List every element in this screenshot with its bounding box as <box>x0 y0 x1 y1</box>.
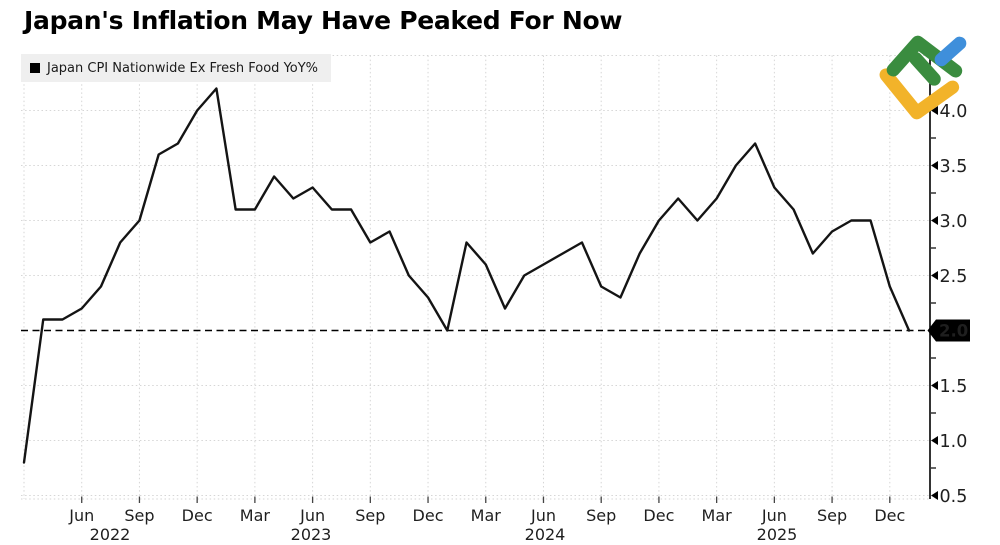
target-tag-label: 2.0 <box>939 322 968 341</box>
cpi-series-line <box>22 87 911 464</box>
year-label: 2023 <box>291 525 332 544</box>
logo-green-bar <box>909 51 941 86</box>
x-tick-label: Mar <box>702 506 733 525</box>
svg-text:1.0: 1.0 <box>940 432 968 452</box>
logo-yellow-check <box>879 68 960 120</box>
x-tick-label: Dec <box>643 506 674 525</box>
y-axis-ticks-labels: 0.5 1.0 1.5 2.5 3.0 3.5 4.0 <box>931 51 967 507</box>
svg-text:3.0: 3.0 <box>940 212 968 232</box>
logo-blue-tick <box>934 36 967 67</box>
x-tick-label: Sep <box>817 506 847 525</box>
x-axis-ticks-labels: Jun Sep Dec Mar Jun Sep Dec Mar Jun Sep Dec Mar Jun S… <box>68 496 905 525</box>
x-tick-label: Dec <box>874 506 905 525</box>
legend-label: Japan CPI Nationwide Ex Fresh Food YoY% <box>47 60 319 76</box>
x-tick-label: Sep <box>586 506 616 525</box>
litefinance-logo <box>879 35 967 120</box>
series <box>22 87 911 464</box>
y-gridlines <box>21 55 930 496</box>
chart-title: Japan's Inflation May Have Peaked For No… <box>24 6 623 35</box>
year-label: 2024 <box>525 525 566 544</box>
x-tick-label: Jun <box>761 506 787 525</box>
year-label: 2025 <box>757 525 798 544</box>
x-tick-label: Sep <box>124 506 154 525</box>
svg-text:3.5: 3.5 <box>940 157 968 177</box>
svg-text:0.5: 0.5 <box>940 487 968 507</box>
svg-text:1.5: 1.5 <box>940 377 968 397</box>
x-tick-label: Sep <box>355 506 385 525</box>
x-tick-label: Mar <box>240 506 271 525</box>
year-labels: 2022 2023 2024 2025 <box>90 525 798 544</box>
legend-swatch-icon <box>30 63 40 73</box>
svg-text:4.0: 4.0 <box>940 102 968 122</box>
svg-text:2.5: 2.5 <box>940 267 968 287</box>
x-tick-label: Jun <box>530 506 556 525</box>
year-label: 2022 <box>90 525 131 544</box>
x-gridlines <box>23 55 891 499</box>
x-tick-label: Dec <box>182 506 213 525</box>
x-tick-label: Jun <box>68 506 94 525</box>
axis-value-tag: 2.0 <box>927 319 970 342</box>
x-tick-label: Jun <box>299 506 325 525</box>
x-tick-label: Dec <box>413 506 444 525</box>
target-tag-shape <box>927 319 970 342</box>
legend: Japan CPI Nationwide Ex Fresh Food YoY% <box>21 54 332 82</box>
x-tick-label: Mar <box>471 506 502 525</box>
